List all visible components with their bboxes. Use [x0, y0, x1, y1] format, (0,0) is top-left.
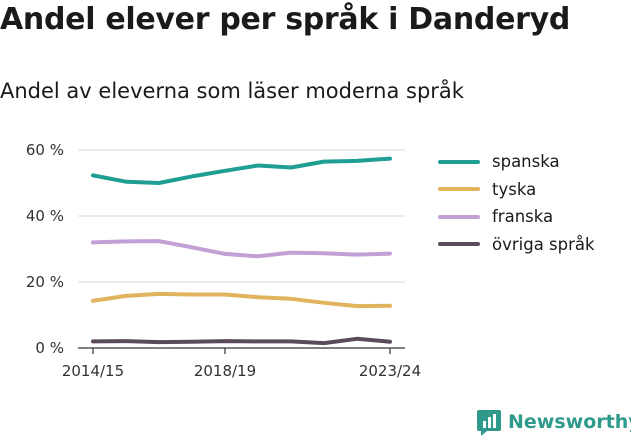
series-line-franska — [91, 239, 392, 259]
x-tick-label: 2014/15 — [62, 362, 124, 380]
legend-swatch — [438, 214, 480, 219]
newsworthy-logo-icon — [477, 410, 501, 436]
legend-item: övriga språk — [438, 231, 595, 259]
legend-swatch — [438, 159, 480, 164]
legend-label: spanska — [492, 152, 560, 172]
legend-swatch — [438, 187, 480, 192]
legend: spanska tyska franska övriga språk — [438, 148, 595, 258]
legend-item: spanska — [438, 148, 595, 176]
series-line-spanska — [91, 156, 392, 185]
y-tick-label: 20 % — [26, 273, 64, 291]
x-tick-label: 2018/19 — [194, 362, 256, 380]
chart-subtitle: Andel av eleverna som läser moderna språ… — [0, 79, 464, 103]
legend-item: tyska — [438, 176, 595, 204]
y-tick-label: 60 % — [26, 141, 64, 159]
legend-label: franska — [492, 207, 554, 227]
legend-swatch — [438, 242, 480, 247]
series-lines — [91, 156, 392, 346]
x-axis: 2014/15 2018/19 2023/24 — [62, 347, 421, 380]
x-tick-label: 2023/24 — [359, 362, 421, 380]
y-axis-ticks: 0 % 20 % 40 % 60 % — [26, 141, 64, 357]
y-tick-label: 0 % — [35, 339, 64, 357]
series-line-tyska — [91, 291, 392, 309]
newsworthy-brand: Newsworthy — [476, 408, 631, 436]
gridlines — [78, 149, 405, 283]
legend-label: övriga språk — [492, 234, 595, 254]
legend-label: tyska — [492, 179, 537, 199]
y-tick-label: 40 % — [26, 207, 64, 225]
legend-item: franska — [438, 203, 595, 231]
chart-title: Andel elever per språk i Danderyd — [0, 2, 571, 37]
series-line-övriga-språk — [91, 336, 392, 346]
brand-name: Newsworthy — [508, 411, 631, 433]
